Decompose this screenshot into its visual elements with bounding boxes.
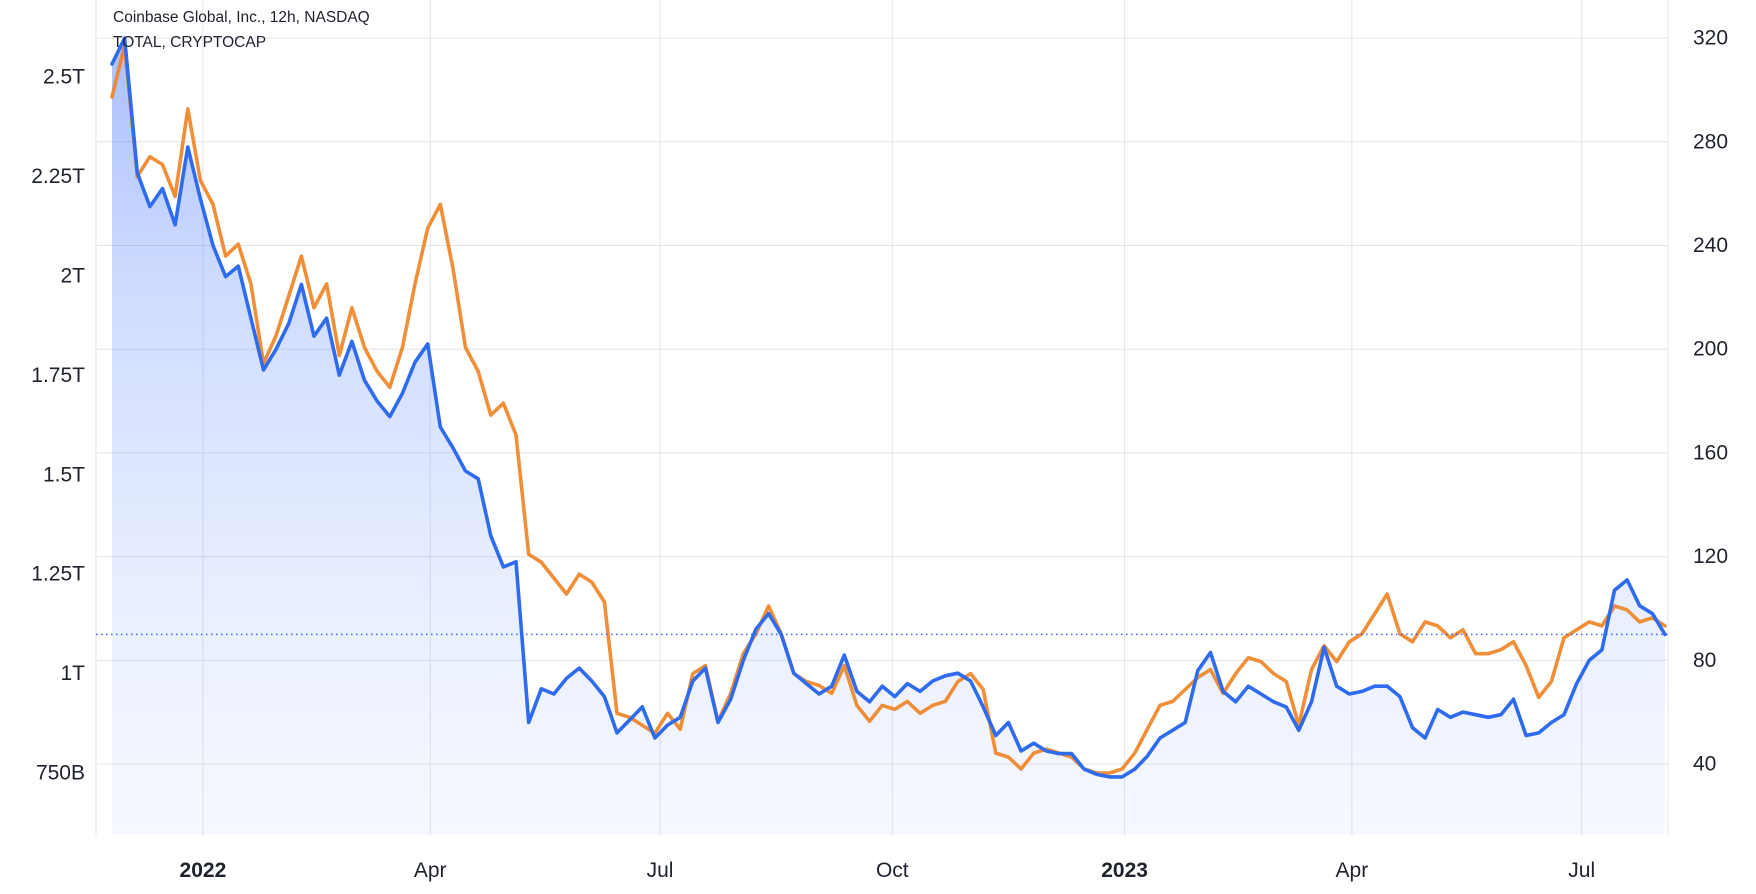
x-axis-tick-label: 2022 (180, 859, 227, 882)
left-axis-tick-label: 750B (36, 762, 85, 785)
total-line[interactable] (110, 43, 1667, 775)
right-axis-tick-label: 240 (1693, 234, 1728, 257)
right-axis-tick-label: 200 (1693, 338, 1728, 361)
left-axis-tick-label: 2T (60, 264, 85, 287)
left-axis-tick-label: 2.25T (31, 165, 85, 188)
right-axis-tick-label: 320 (1693, 27, 1728, 50)
left-price-axis[interactable]: 2.5T 2.25T 2T 1.75T 1.5T 1.25T 1T 750B (31, 66, 85, 785)
time-axis[interactable]: 2022 Apr Jul Oct 2023 Apr Jul (180, 859, 1596, 882)
right-axis-tick-label: 160 (1693, 441, 1728, 464)
right-axis-tick-label: 40 (1693, 753, 1716, 776)
left-axis-tick-label: 2.5T (43, 66, 85, 89)
coin-area-fill (112, 38, 1665, 836)
left-axis-tick-label: 1T (60, 662, 85, 685)
right-axis-tick-label: 280 (1693, 130, 1728, 153)
left-axis-tick-label: 1.75T (31, 364, 85, 387)
right-axis-tick-label: 120 (1693, 545, 1728, 568)
x-axis-tick-label: Apr (414, 859, 447, 882)
coin-line[interactable] (110, 36, 1667, 779)
x-axis-tick-label: 2023 (1101, 859, 1148, 882)
x-axis-tick-label: Jul (1568, 859, 1595, 882)
x-axis-tick-label: Apr (1336, 859, 1369, 882)
right-axis-tick-label: 80 (1693, 649, 1716, 672)
left-axis-tick-label: 1.25T (31, 563, 85, 586)
left-axis-tick-label: 1.5T (43, 463, 85, 486)
x-axis-tick-label: Oct (876, 859, 909, 882)
x-axis-tick-label: Jul (647, 859, 674, 882)
right-price-axis[interactable]: 320 280 240 200 160 120 80 40 (1693, 27, 1728, 776)
